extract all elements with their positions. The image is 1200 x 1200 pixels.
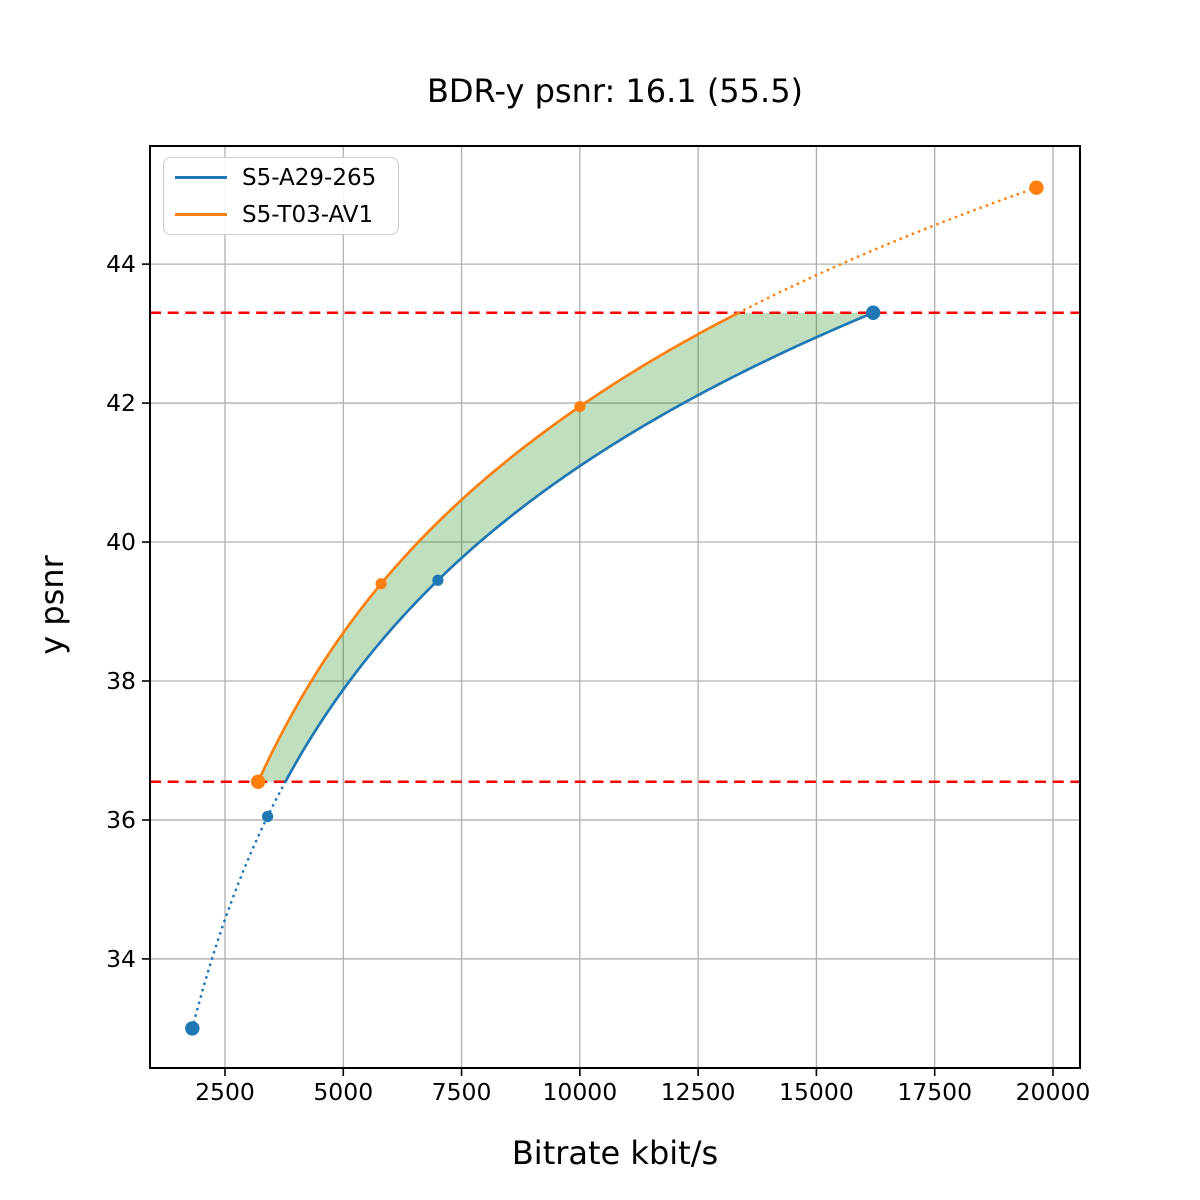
marker-s5-t03-av1 <box>574 400 586 413</box>
marker-s5-a29-265 <box>865 305 881 320</box>
legend-line-sample-orange <box>175 213 227 216</box>
x-tick-label: 10000 <box>542 1078 617 1106</box>
x-tick-label: 20000 <box>1016 1078 1091 1106</box>
chart-title: BDR-y psnr: 16.1 (55.5) <box>426 72 804 110</box>
y-tick-label: 40 <box>106 528 136 556</box>
x-tick-label: 17500 <box>897 1078 972 1106</box>
marker-s5-t03-av1 <box>375 578 387 590</box>
marker-s5-t03-av1 <box>250 774 266 789</box>
y-tick-label: 38 <box>106 667 136 695</box>
x-axis-label: Bitrate kbit/s <box>511 1134 719 1172</box>
legend-item-s5-a29-265: S5-A29-265 <box>164 159 398 196</box>
y-tick-label: 34 <box>106 945 136 973</box>
x-tick-label: 2500 <box>195 1078 255 1106</box>
marker-s5-a29-265 <box>185 1021 200 1036</box>
y-axis-label: y psnr <box>33 555 71 655</box>
axes-spines <box>149 145 1081 1069</box>
y-tick-label: 44 <box>106 250 136 278</box>
legend-label: S5-A29-265 <box>242 164 377 191</box>
x-tick-label: 7500 <box>432 1078 492 1106</box>
y-tick-label: 42 <box>106 389 136 417</box>
marker-s5-a29-265 <box>432 574 444 586</box>
curve-s5-t03-av1-solid <box>256 311 740 783</box>
x-tick-label: 15000 <box>779 1078 854 1106</box>
y-tick-label: 36 <box>106 806 136 834</box>
legend-line-sample-blue <box>175 176 227 179</box>
curve-s5-t03-av1-dotted <box>737 186 1038 315</box>
marker-s5-a29-265 <box>261 810 274 823</box>
legend-label: S5-T03-AV1 <box>242 201 374 228</box>
curve-s5-a29-265-solid <box>284 311 874 783</box>
marker-s5-t03-av1 <box>1029 180 1044 195</box>
curve-s5-a29-265-dotted <box>191 780 287 1030</box>
legend: S5-A29-265 S5-T03-AV1 <box>163 157 399 235</box>
x-tick-label: 5000 <box>313 1078 373 1106</box>
x-tick-label: 12500 <box>661 1078 736 1106</box>
legend-item-s5-t03-av1: S5-T03-AV1 <box>164 196 398 233</box>
